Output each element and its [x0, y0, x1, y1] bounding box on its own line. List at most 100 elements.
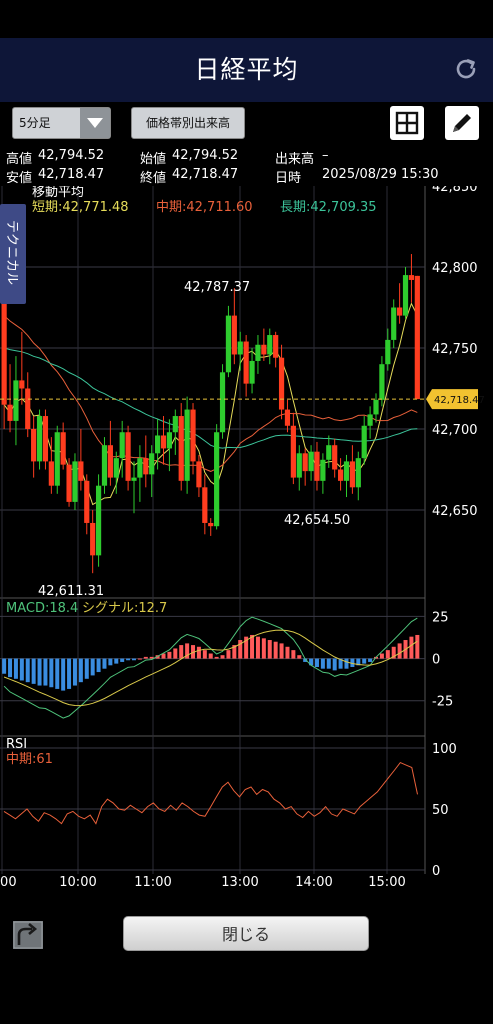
rsi-tick-label: 0 [432, 864, 440, 879]
candle [408, 275, 415, 280]
candle [42, 416, 49, 462]
macd-bar [202, 650, 207, 659]
macd-bar [326, 658, 331, 669]
time-tick-label: 14:00 [295, 875, 332, 890]
volume-value: – [322, 148, 329, 163]
macd-bar [415, 634, 420, 659]
macd-bar [362, 658, 367, 664]
candle [54, 432, 60, 486]
pencil-icon [453, 114, 471, 132]
low-label: 安値 [6, 171, 33, 186]
rsi-line [3, 761, 418, 825]
macd-bar [31, 658, 36, 684]
candle [332, 445, 338, 470]
rsi-tick-label: 50 [432, 803, 449, 818]
technical-tab-label: テクニカル [4, 220, 19, 285]
quote-info: 高値 42,794.52 始値 42,794.52 出来高 – 安値 42,71… [0, 146, 493, 186]
macd-bar [72, 658, 77, 686]
candle [326, 445, 332, 460]
layout-grid-button[interactable] [390, 106, 424, 140]
macd-line [3, 616, 418, 719]
candle [137, 458, 143, 478]
rsi-label: 中期:61 [6, 752, 53, 767]
status-bar [0, 0, 493, 38]
candle [290, 425, 296, 478]
macd-bar [297, 655, 302, 659]
draw-button[interactable] [445, 106, 479, 140]
candle [243, 341, 249, 384]
candle [19, 380, 25, 389]
macd-tick-label: 25 [432, 610, 449, 625]
macd-bar [126, 658, 131, 661]
candle [391, 307, 397, 340]
macd-bar [84, 658, 89, 679]
macd-bar [397, 643, 402, 659]
interval-select[interactable]: 5分足 [12, 107, 111, 139]
macd-bar [143, 656, 148, 659]
macd-bar [108, 658, 113, 666]
interval-value: 5分足 [19, 116, 51, 130]
macd-label: MACD:18.4 [6, 601, 78, 616]
candle [90, 522, 96, 556]
macd-bar [314, 658, 319, 667]
candle [36, 416, 43, 462]
macd-bar [131, 658, 136, 661]
macd-bar [43, 658, 48, 686]
macd-bar [19, 658, 24, 681]
macd-bar [320, 658, 325, 669]
price-tick-label: 42,650 [432, 504, 478, 519]
footer: 閉じる [0, 906, 493, 1024]
toolbar: 5分足 価格帯別出来高 [0, 102, 493, 146]
macd-bar [78, 658, 83, 683]
page-title: 日経平均 [194, 55, 299, 84]
open-value: 42,794.52 [172, 148, 239, 163]
technical-tab [0, 204, 26, 304]
candle [225, 315, 232, 373]
macd-bar [90, 658, 95, 676]
macd-bar [220, 655, 225, 659]
candle [166, 432, 173, 449]
candle [385, 339, 391, 365]
close-label: 終値 [140, 171, 167, 186]
close-button[interactable]: 閉じる [123, 916, 369, 951]
candle [31, 429, 37, 462]
volume-profile-button[interactable]: 価格帯別出来高 [131, 107, 245, 139]
candle [314, 451, 320, 481]
macd-bar [368, 658, 373, 662]
candle [155, 435, 161, 454]
candle [95, 485, 102, 556]
macd-bar [161, 653, 166, 659]
candle [160, 435, 167, 449]
open-label: 始値 [140, 152, 167, 167]
macd-bar [25, 658, 30, 683]
macd-bar [244, 636, 249, 659]
price-chart[interactable]: 42,850 42,800 42,750 42,700 42,650 9:00 10:00 1… [0, 186, 493, 906]
candle [397, 307, 403, 316]
macd-bar [2, 658, 7, 674]
candle [13, 380, 19, 421]
macd-bar [291, 650, 296, 659]
macd-bar [185, 643, 190, 659]
macd-tick-label: -25 [432, 695, 453, 710]
macd-bar [338, 658, 343, 669]
macd-bar [137, 658, 142, 660]
refresh-icon[interactable] [453, 56, 479, 82]
candle [143, 458, 149, 475]
candle [184, 409, 190, 481]
macd-bar [67, 658, 72, 689]
ma-title: 移動平均 [32, 186, 84, 200]
back-icon[interactable] [10, 918, 46, 952]
rsi-tick-label: 100 [432, 742, 457, 757]
macd-bar [285, 646, 290, 659]
macd-bar [102, 658, 107, 669]
macd-bar [232, 645, 237, 659]
candle [320, 459, 326, 481]
candle [72, 461, 78, 502]
low-value: 42,718.47 [38, 167, 105, 182]
candle [1, 291, 7, 405]
candle [172, 416, 178, 433]
macd-bar [250, 634, 255, 659]
last-price-label: 42,718.47 [434, 395, 485, 406]
candle [66, 464, 72, 502]
macd-bar [214, 656, 219, 659]
